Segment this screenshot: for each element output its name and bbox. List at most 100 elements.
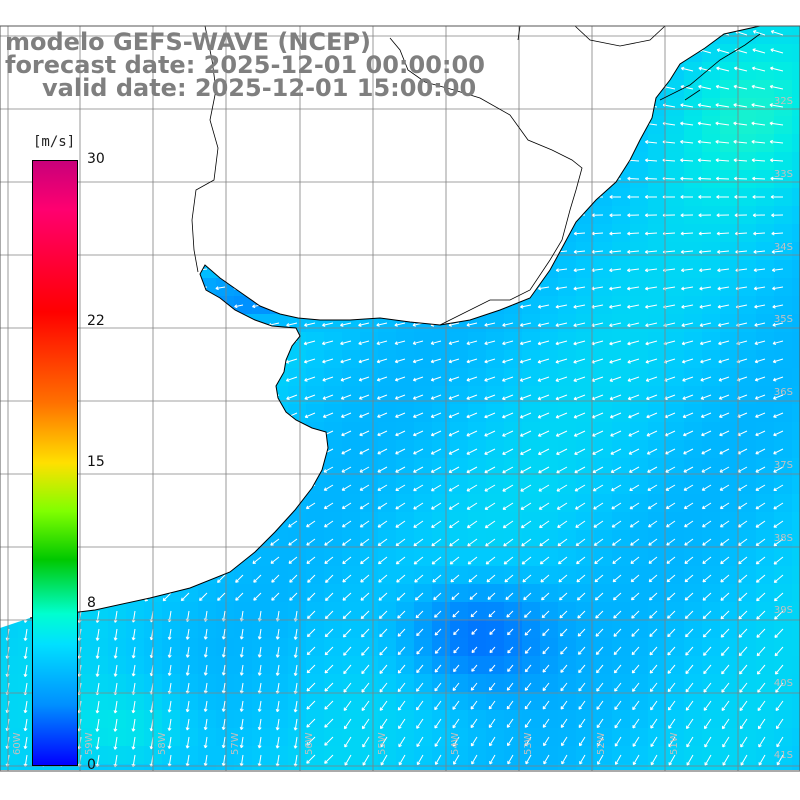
wind-arrow: [306, 700, 316, 710]
wind-speed-cell: [792, 656, 800, 675]
wind-speed-cell: [342, 458, 361, 477]
wind-arrow: [733, 84, 748, 90]
wind-speed-cell: [630, 386, 649, 405]
wind-arrow: [452, 700, 460, 710]
wind-arrow: [733, 176, 748, 181]
wind-speed-cell: [648, 440, 667, 459]
wind-speed-cell: [702, 260, 721, 279]
wind-arrow: [221, 700, 226, 712]
wind-speed-cell: [360, 494, 379, 513]
wind-arrow: [698, 249, 712, 254]
wind-arrow: [579, 754, 586, 765]
wind-arrow: [285, 376, 298, 382]
wind-speed-cell: [576, 350, 595, 369]
wind-arrow: [449, 520, 460, 529]
wind-speed-cell: [306, 332, 325, 351]
wind-arrow: [433, 592, 442, 601]
wind-arrow: [685, 664, 694, 675]
wind-arrow: [450, 574, 460, 583]
wind-arrow: [684, 592, 694, 601]
wind-speed-cell: [774, 476, 793, 495]
wind-speed-cell: [648, 404, 667, 423]
wind-arrow: [717, 322, 730, 327]
wind-arrow: [398, 754, 406, 766]
wind-arrow: [772, 304, 784, 309]
wind-speed-cell: [630, 422, 649, 441]
wind-arrow: [507, 664, 514, 672]
wind-arrow: [343, 646, 352, 656]
wind-speed-cell: [648, 512, 667, 531]
wind-arrow: [542, 628, 550, 637]
wind-arrow: [203, 700, 208, 712]
wind-arrow: [575, 538, 586, 547]
wind-arrow: [715, 158, 730, 163]
wind-speed-cell: [486, 602, 505, 621]
wind-speed-cell: [666, 332, 685, 351]
wind-speed-cell: [666, 440, 685, 459]
wind-speed-cell: [468, 332, 487, 351]
wind-arrow: [293, 664, 298, 677]
wind-speed-cell: [630, 368, 649, 387]
wind-arrow: [756, 664, 766, 675]
wind-speed-cell: [396, 458, 415, 477]
wind-speed-cell: [486, 440, 505, 459]
wind-speed-cell: [576, 422, 595, 441]
wind-arrow: [484, 358, 496, 364]
wind-arrow: [434, 718, 442, 729]
wind-arrow: [685, 682, 694, 693]
wind-speed-cell: [684, 98, 703, 117]
wind-speed-cell: [666, 116, 685, 135]
wind-arrow: [448, 358, 460, 364]
wind-arrow: [702, 520, 712, 528]
wind-arrow: [362, 736, 370, 748]
wind-arrow: [324, 682, 334, 692]
wind-speed-cell: [738, 116, 757, 135]
wind-arrow: [239, 754, 244, 767]
wind-arrow: [380, 736, 388, 748]
wind-arrow: [95, 646, 100, 659]
wind-arrow: [520, 520, 532, 529]
wind-arrow: [131, 718, 136, 732]
wind-arrow: [541, 592, 550, 601]
wind-speed-cell: [468, 512, 487, 531]
wind-arrow: [556, 466, 568, 474]
wind-speed-cell: [558, 512, 577, 531]
wind-speed-cell: [756, 764, 775, 770]
wind-arrow: [557, 520, 568, 528]
wind-arrow: [286, 322, 298, 327]
wind-speed-cell: [648, 566, 667, 585]
wind-arrow: [432, 574, 442, 583]
wind-speed-cell: [540, 566, 559, 585]
wind-speed-cell: [738, 80, 757, 99]
wind-arrow: [394, 340, 406, 345]
wind-speed-cell: [126, 764, 145, 770]
wind-arrow: [596, 664, 604, 674]
wind-arrow: [505, 592, 514, 600]
wind-speed-cell: [756, 548, 775, 567]
wind-arrow: [647, 466, 658, 473]
wind-arrow: [720, 538, 730, 546]
wind-arrow: [324, 718, 334, 728]
wind-speed-cell: [342, 584, 361, 603]
wind-speed-cell: [648, 476, 667, 495]
wind-speed-cell: [342, 350, 361, 369]
wind-speed-cell: [720, 116, 739, 135]
wind-arrow: [555, 304, 568, 309]
wind-arrow: [324, 556, 334, 564]
wind-speed-cell: [774, 296, 793, 315]
wind-arrow: [718, 376, 730, 382]
wind-speed-cell: [360, 476, 379, 495]
wind-arrow: [395, 430, 406, 437]
wind-arrow: [185, 736, 190, 749]
wind-arrow: [740, 754, 748, 766]
wind-arrow: [398, 718, 406, 730]
wind-speed-cell: [756, 98, 775, 117]
wind-speed-cell: [396, 530, 415, 549]
wind-arrow: [434, 736, 442, 747]
wind-arrow: [430, 466, 442, 473]
wind-arrow: [305, 502, 316, 510]
wind-arrow: [257, 700, 262, 712]
wind-arrow: [340, 322, 352, 327]
wind-speed-cell: [666, 152, 685, 171]
wind-speed-cell: [522, 404, 541, 423]
